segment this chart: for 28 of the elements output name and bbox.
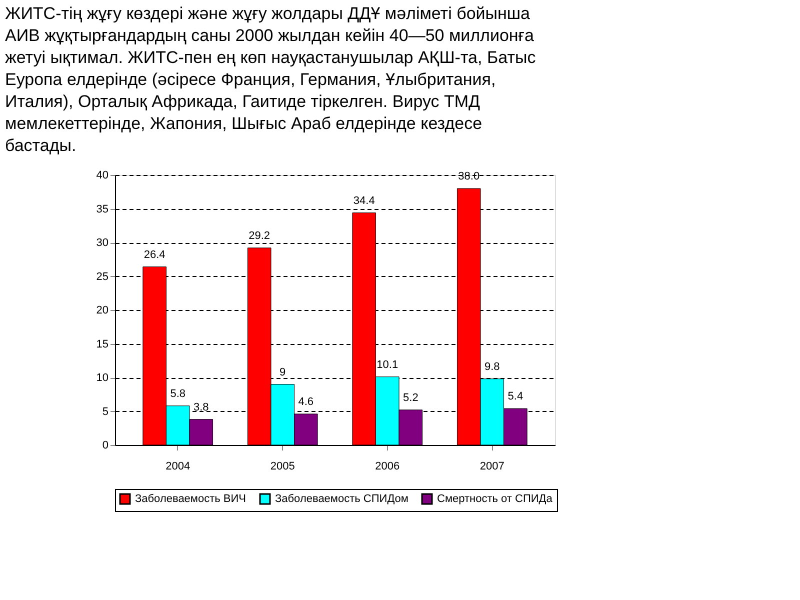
data-label: 9.8 bbox=[484, 360, 500, 373]
chart-title: ЖИТС-тің жұғу көздері және жұғу жолдары ДДҰ мәліметі бойынша АИВ жұқтырғандардың саны 2000 жылдан кейін 40—50 миллионға жетуі ықтимал. ЖИТС-пен ең көп науқастанушылар АҚШ-та, Батыс Еуропа елдерінде (әсіресе Франция, Германия, Ұлыбритания, Италия), Орталық Африкада, Гаитиде тіркелген. Вирус ТМД мемлекеттерінде, Жапония, Шығыс Араб елдерінде кездесе бастады. bbox=[5, 4, 536, 155]
data-label: 34.4 bbox=[353, 194, 375, 207]
x-tick-label: 2006 bbox=[375, 460, 400, 472]
data-label: 29.2 bbox=[248, 230, 270, 242]
legend-label: Смертность от СПИДа bbox=[437, 493, 554, 505]
y-tick-label: 25 bbox=[96, 270, 108, 283]
x-tick-label: 2005 bbox=[270, 460, 295, 472]
y-tick-label: 10 bbox=[96, 372, 108, 384]
y-tick-label: 30 bbox=[96, 237, 108, 249]
y-tick-label: 35 bbox=[96, 203, 108, 216]
data-label: 5.2 bbox=[403, 392, 418, 404]
legend-label: Заболеваемость ВИЧ bbox=[135, 493, 246, 505]
legend-label: Заболеваемость СПИДом bbox=[275, 493, 408, 505]
data-label: 5.8 bbox=[170, 388, 186, 400]
data-label: 10.1 bbox=[376, 358, 398, 371]
y-tick-label: 15 bbox=[96, 338, 108, 350]
data-label: 26.4 bbox=[144, 248, 166, 261]
data-label: 3.8 bbox=[193, 401, 209, 414]
y-tick-label: 20 bbox=[96, 304, 108, 316]
data-label: 5.4 bbox=[508, 390, 524, 403]
y-tick-label: 40 bbox=[96, 170, 108, 182]
data-label: 4.6 bbox=[298, 396, 314, 408]
x-tick-label: 2004 bbox=[166, 460, 190, 472]
x-tick-label: 2007 bbox=[480, 460, 504, 472]
data-label: 9 bbox=[280, 366, 286, 378]
y-tick-label: 5 bbox=[102, 406, 108, 418]
y-tick-label: 0 bbox=[102, 440, 108, 452]
